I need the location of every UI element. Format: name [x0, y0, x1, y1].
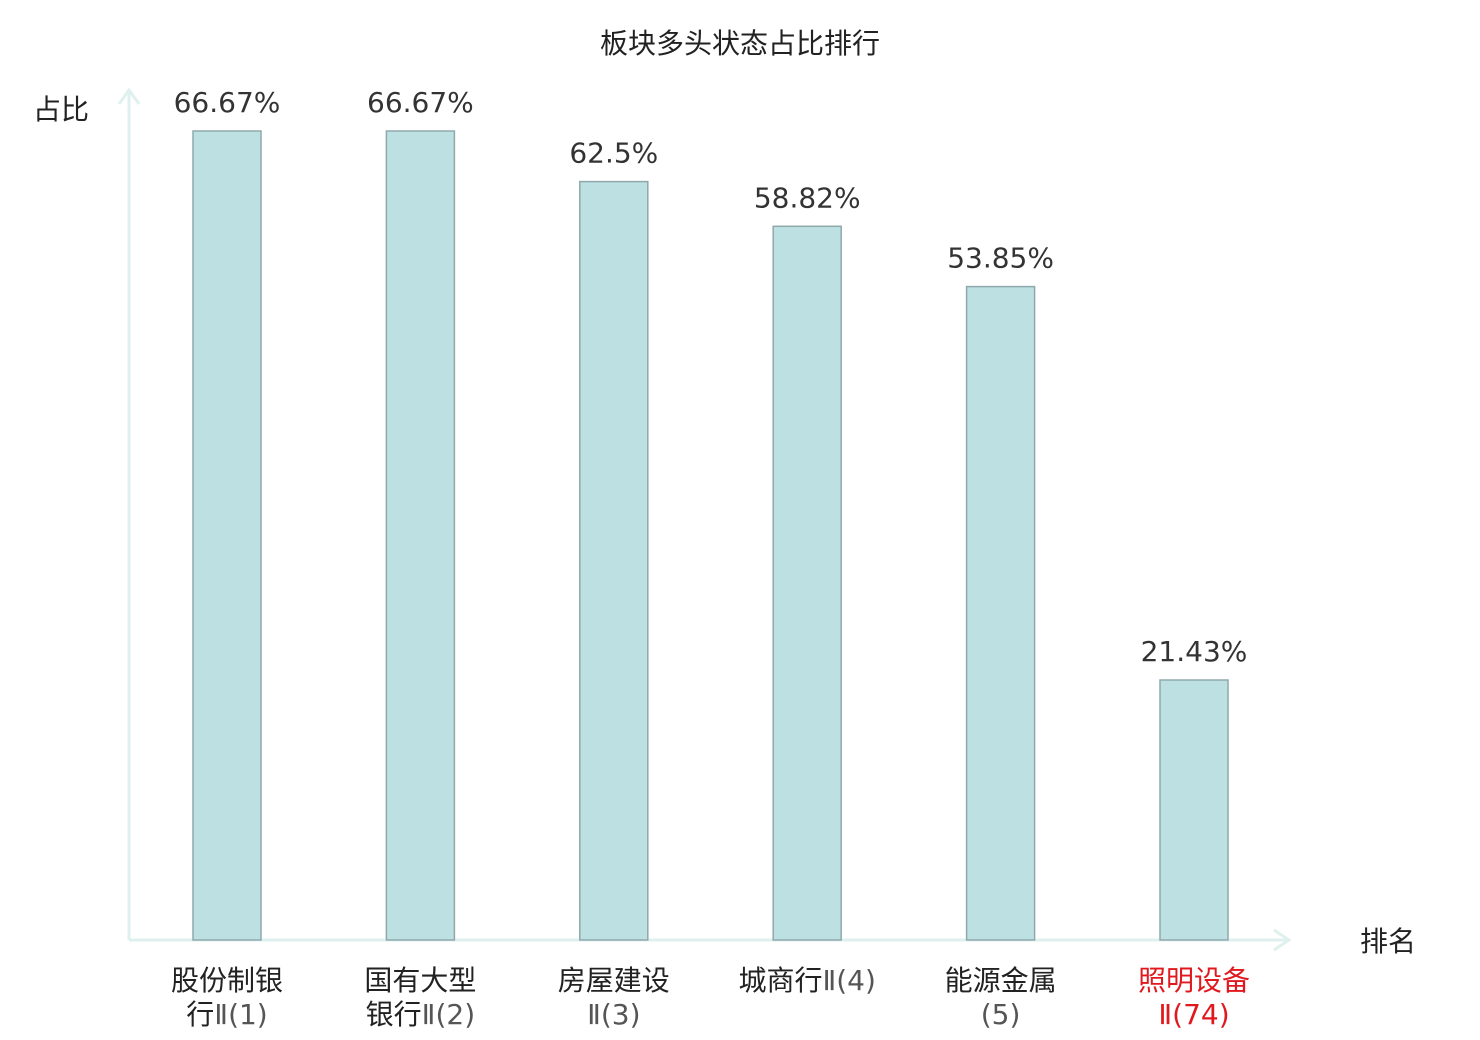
- category-name: 能源金属: [944, 964, 1057, 997]
- category-name: 照明设备: [1137, 964, 1250, 997]
- x-tick-label: 能源金属 (5): [906, 964, 1096, 1032]
- data-label: 66.67%: [367, 86, 474, 119]
- x-axis: [129, 928, 1292, 952]
- data-label: 62.5%: [569, 137, 658, 170]
- category-rank: (5): [980, 998, 1021, 1031]
- category-rank: Ⅱ(2): [421, 998, 476, 1031]
- data-label: 53.85%: [947, 242, 1054, 275]
- chart-title: 板块多头状态占比排行: [599, 27, 880, 60]
- category-rank: Ⅱ(74): [1158, 998, 1230, 1031]
- category-name: 国有大型: [364, 964, 477, 997]
- category-name: 城商行: [738, 964, 823, 997]
- x-tick-label: 照明设备 Ⅱ(74): [1099, 964, 1289, 1032]
- data-label: 66.67%: [174, 86, 281, 119]
- category-rank: Ⅱ(4): [822, 964, 876, 997]
- category-rank: Ⅱ(1): [214, 998, 268, 1031]
- data-label: 21.43%: [1141, 635, 1248, 668]
- y-axis-label: 占比: [33, 93, 90, 126]
- bar: [965, 285, 1036, 941]
- category-name: 股份制银: [170, 964, 283, 997]
- bar: [385, 130, 456, 941]
- x-tick-label: 城商行Ⅱ(4): [712, 964, 902, 998]
- x-tick-label: 国有大型 银行Ⅱ(2): [325, 964, 515, 1032]
- x-tick-label: 股份制银 行Ⅱ(1): [132, 964, 322, 1032]
- category-name-line2: 行: [186, 998, 215, 1031]
- bar: [579, 180, 649, 941]
- x-tick-label: 房屋建设 Ⅱ(3): [519, 964, 709, 1032]
- bar: [192, 130, 262, 941]
- category-name-line2: 银行: [365, 998, 422, 1031]
- data-label: 58.82%: [754, 181, 861, 214]
- category-name: 房屋建设: [557, 964, 670, 997]
- category-rank: Ⅱ(3): [587, 998, 641, 1031]
- y-axis: [117, 87, 141, 940]
- x-axis-label: 排名: [1360, 925, 1417, 958]
- bar: [772, 225, 842, 941]
- bar: [1159, 679, 1229, 941]
